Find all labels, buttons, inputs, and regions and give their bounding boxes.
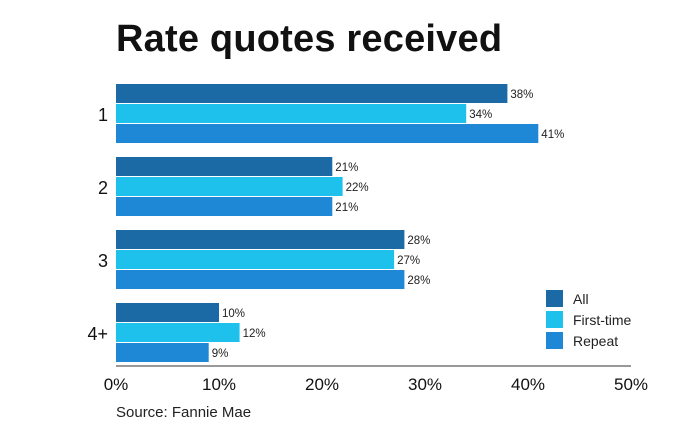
legend: All First-time Repeat (546, 288, 631, 351)
data-label: 41% (541, 129, 564, 141)
legend-label-repeat: Repeat (573, 332, 619, 349)
legend-item-first-time: First-time (546, 309, 631, 330)
data-label: 38% (510, 89, 533, 101)
data-label: 21% (335, 162, 358, 174)
category-label: 2 (98, 178, 108, 198)
legend-item-repeat: Repeat (546, 330, 631, 351)
bar (116, 104, 467, 123)
source-note: Source: Fannie Mae (116, 404, 252, 421)
data-label: 9% (212, 348, 229, 360)
x-tick-label: 30% (408, 375, 442, 394)
bar (116, 177, 343, 196)
data-label: 28% (407, 275, 430, 287)
bar (116, 323, 240, 342)
category-label: 3 (98, 251, 108, 271)
x-tick-label: 50% (614, 375, 648, 394)
bar (116, 303, 219, 322)
data-label: 34% (469, 109, 492, 121)
category-label: 1 (98, 105, 108, 125)
category-label: 4+ (87, 324, 108, 344)
legend-swatch-all (546, 290, 563, 307)
bar (116, 84, 508, 103)
x-tick-label: 0% (104, 375, 129, 394)
x-tick-label: 10% (202, 375, 236, 394)
data-label: 21% (335, 202, 358, 214)
data-label: 27% (397, 255, 420, 267)
bar (116, 230, 405, 249)
x-tick-label: 40% (511, 375, 545, 394)
legend-swatch-first-time (546, 311, 563, 328)
bars-layer: 38% 34% 41% 21% 22% 21% 28% 27% 28% 10% 12% 9% (116, 84, 564, 362)
chart-title: Rate quotes received (116, 18, 503, 60)
bar (116, 124, 539, 143)
legend-label-first-time: First-time (573, 311, 632, 328)
bar (116, 343, 209, 362)
data-label: 22% (346, 182, 369, 194)
bar (116, 197, 333, 216)
bar (116, 270, 405, 289)
category-labels: 1 2 3 4+ (87, 105, 108, 344)
legend-item-all: All (546, 288, 631, 309)
x-axis: 0% 10% 20% 30% 40% 50% (104, 365, 648, 394)
legend-swatch-repeat (546, 332, 563, 349)
data-label: 28% (407, 235, 430, 247)
legend-label-all: All (573, 290, 589, 307)
data-label: 12% (243, 328, 266, 340)
bar (116, 250, 395, 269)
data-label: 10% (222, 308, 245, 320)
bar (116, 157, 333, 176)
x-tick-label: 20% (305, 375, 339, 394)
